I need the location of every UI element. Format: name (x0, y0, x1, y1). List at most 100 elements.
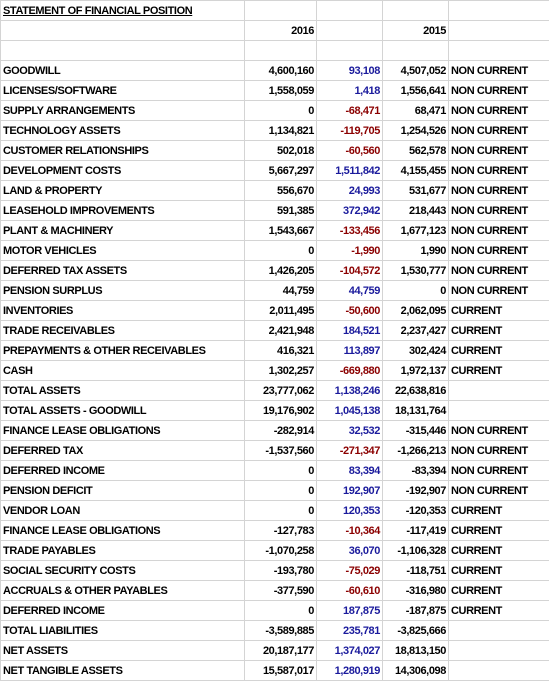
cell (382, 0, 449, 21)
row-label: SUPPLY ARRANGEMENTS (0, 100, 245, 121)
value-2016: 0 (244, 240, 317, 261)
data-row: DEFERRED INCOME 0 83,394 -83,394 NON CURRENT (0, 460, 549, 481)
data-row: CUSTOMER RELATIONSHIPS 502,018 -60,560 562,… (0, 140, 549, 161)
cell (448, 40, 549, 61)
change: 32,532 (316, 420, 383, 441)
row-label: TOTAL LIABILITIES (0, 620, 245, 641)
value-2015: -120,353 (382, 500, 449, 521)
classification: CURRENT (448, 560, 549, 581)
row-label: TRADE RECEIVABLES (0, 320, 245, 341)
value-2016: 416,321 (244, 340, 317, 361)
value-2015: 1,556,641 (382, 80, 449, 101)
change: 36,070 (316, 540, 383, 561)
classification: CURRENT (448, 300, 549, 321)
cell (448, 400, 549, 421)
classification: CURRENT (448, 580, 549, 601)
row-label: INVENTORIES (0, 300, 245, 321)
classification: CURRENT (448, 520, 549, 541)
value-2016: 0 (244, 600, 317, 621)
blank-row (0, 40, 549, 61)
value-2015: 0 (382, 280, 449, 301)
row-label: SOCIAL SECURITY COSTS (0, 560, 245, 581)
value-2016: 0 (244, 500, 317, 521)
cell (316, 20, 383, 41)
data-row: TOTAL ASSETS - GOODWILL 19,176,902 1,045,1… (0, 400, 549, 421)
change: 1,138,246 (316, 380, 383, 401)
value-2016: 44,759 (244, 280, 317, 301)
value-2015: -192,907 (382, 480, 449, 501)
value-2015: 1,530,777 (382, 260, 449, 281)
row-label: PLANT & MACHINERY (0, 220, 245, 241)
classification: NON CURRENT (448, 420, 549, 441)
change: -133,456 (316, 220, 383, 241)
data-row: ACCRUALS & OTHER PAYABLES -377,590 -60,610… (0, 580, 549, 601)
value-2016: 591,385 (244, 200, 317, 221)
row-label: MOTOR VEHICLES (0, 240, 245, 261)
value-2016: 0 (244, 460, 317, 481)
value-2016: 2,011,495 (244, 300, 317, 321)
row-label: CASH (0, 360, 245, 381)
value-2015: 18,813,150 (382, 640, 449, 661)
classification: NON CURRENT (448, 260, 549, 281)
value-2016: 502,018 (244, 140, 317, 161)
value-2015: -117,419 (382, 520, 449, 541)
data-row: PLANT & MACHINERY 1,543,667 -133,456 1,677,… (0, 220, 549, 241)
data-row: LAND & PROPERTY 556,670 24,993 531,677 NON C… (0, 180, 549, 201)
change: 1,280,919 (316, 660, 383, 681)
classification: NON CURRENT (448, 240, 549, 261)
row-label: TRADE PAYABLES (0, 540, 245, 561)
data-row: DEFERRED TAX -1,537,560 -271,347 -1,266,213… (0, 440, 549, 461)
data-row: FINANCE LEASE OBLIGATIONS -282,914 32,532-… (0, 420, 549, 441)
classification: NON CURRENT (448, 140, 549, 161)
value-2015: -187,875 (382, 600, 449, 621)
value-2015: -316,980 (382, 580, 449, 601)
row-label: DEFERRED INCOME (0, 460, 245, 481)
column-header: 2015 (382, 20, 449, 41)
title: STATEMENT OF FINANCIAL POSITION (0, 0, 245, 21)
classification: CURRENT (448, 600, 549, 621)
cell (0, 20, 245, 41)
row-label: NET ASSETS (0, 640, 245, 661)
change: -75,029 (316, 560, 383, 581)
data-row: NET TANGIBLE ASSETS 15,587,017 1,280,919 14… (0, 660, 549, 681)
change: -119,705 (316, 120, 383, 141)
change: 44,759 (316, 280, 383, 301)
data-row: LEASEHOLD IMPROVEMENTS 591,385 372,942 218,… (0, 200, 549, 221)
classification: NON CURRENT (448, 100, 549, 121)
change: -68,471 (316, 100, 383, 121)
value-2015: 1,990 (382, 240, 449, 261)
value-2015: 4,155,455 (382, 160, 449, 181)
classification: NON CURRENT (448, 460, 549, 481)
value-2015: -3,825,666 (382, 620, 449, 641)
value-2015: -118,751 (382, 560, 449, 581)
data-row: INVENTORIES 2,011,495 -50,600 2,062,095 CURR… (0, 300, 549, 321)
value-2016: -3,589,885 (244, 620, 317, 641)
row-label: LEASEHOLD IMPROVEMENTS (0, 200, 245, 221)
classification: NON CURRENT (448, 220, 549, 241)
value-2016: 4,600,160 (244, 60, 317, 81)
value-2016: -1,537,560 (244, 440, 317, 461)
data-row: PENSION SURPLUS 44,759 44,759 0 NON CURRENT (0, 280, 549, 301)
data-row: FINANCE LEASE OBLIGATIONS -127,783 -10,364… (0, 520, 549, 541)
change: -104,572 (316, 260, 383, 281)
change: 93,108 (316, 60, 383, 81)
classification: CURRENT (448, 360, 549, 381)
change: -10,364 (316, 520, 383, 541)
value-2016: 1,543,667 (244, 220, 317, 241)
value-2016: 1,134,821 (244, 120, 317, 141)
change: 120,353 (316, 500, 383, 521)
change: -271,347 (316, 440, 383, 461)
row-label: PENSION DEFICIT (0, 480, 245, 501)
data-row: CASH 1,302,257 -669,880 1,972,137 CURRENT (0, 360, 549, 381)
data-row: MOTOR VEHICLES 0 -1,990 1,990 NON CURRENT (0, 240, 549, 261)
value-2015: 1,677,123 (382, 220, 449, 241)
data-row: SUPPLY ARRANGEMENTS 0 -68,471 68,471 NON CUR… (0, 100, 549, 121)
row-label: LICENSES/SOFTWARE (0, 80, 245, 101)
data-row: PREPAYMENTS & OTHER RECEIVABLES 416,321 11… (0, 340, 549, 361)
value-2016: 2,421,948 (244, 320, 317, 341)
value-2015: -315,446 (382, 420, 449, 441)
value-2016: 5,667,297 (244, 160, 317, 181)
